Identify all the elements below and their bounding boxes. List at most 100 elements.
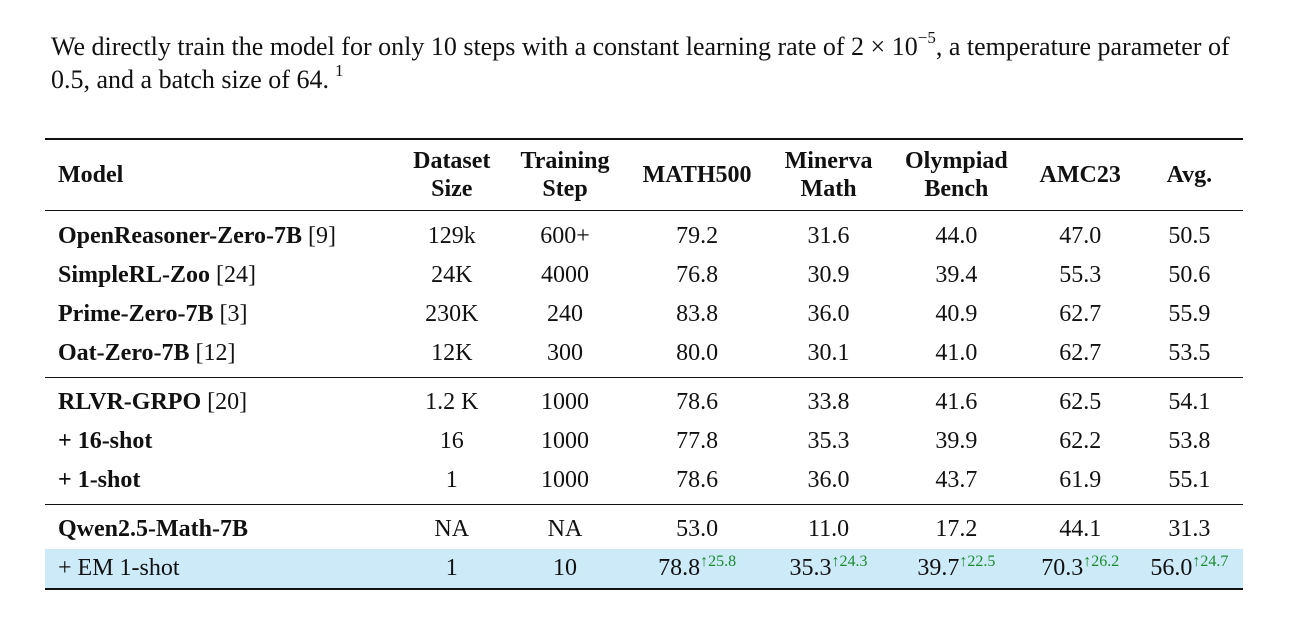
cell-math500: 80.0: [625, 334, 770, 378]
table-row: SimpleRL-Zoo [24] 24K 4000 76.8 30.9 39.4 55.3…: [45, 256, 1243, 295]
cell-math500: 83.8: [676, 301, 719, 327]
model-name-cell: + 1-shot: [45, 461, 399, 505]
cell-avg: 50.6: [1168, 262, 1211, 288]
cell-math500: 76.8: [676, 262, 719, 288]
header-amc23: AMC23: [1024, 138, 1136, 211]
results-table: Model Dataset Size Training Step MATH500 M…: [45, 138, 1243, 590]
highlight-row: + EM 1-shot 1 10 78.8↑25.8 35.3↑24.3 39.7↑22.…: [45, 549, 1243, 590]
cell-avg: 55.9: [1168, 301, 1211, 327]
cell-amc23: 55.3: [1059, 262, 1102, 288]
gain-badge: ↑22.5: [959, 553, 996, 570]
cell-size: 1: [398, 461, 505, 505]
cell-size: 129k: [427, 223, 476, 249]
model-name-cell: RLVR-GRPO [20]: [58, 389, 248, 415]
cell-step: 10: [504, 549, 626, 590]
cell-step: 600+: [540, 223, 590, 249]
model-name-cell: Prime-Zero-7B [3]: [58, 301, 248, 327]
header-olympiad-bench: Olympiad Bench: [888, 138, 1025, 211]
table-row: Qwen2.5-Math-7B NA NA 53.0 11.0 17.2 44.1 31.3: [45, 505, 1243, 550]
cell-math500: 53.0: [676, 516, 719, 542]
table-row: RLVR-GRPO [20] 1.2 K 1000 78.6 33.8 41.6 62.5 5…: [45, 378, 1243, 423]
header-model: Model: [45, 138, 399, 211]
table-row: + 16-shot 16 1000 77.8 35.3 39.9 62.2 53.8: [45, 422, 1243, 461]
footnote-mark[interactable]: 1: [334, 61, 344, 80]
cell-math500: 78.6: [625, 461, 770, 505]
cell-avg: 53.5: [1135, 334, 1243, 378]
cell-olympiad: 39.9: [935, 428, 978, 454]
model-name-cell: + EM 1-shot: [45, 549, 399, 590]
cell-avg: 31.3: [1168, 516, 1211, 542]
cell-amc23: 62.2: [1059, 428, 1102, 454]
cell-olympiad: 41.0: [888, 334, 1025, 378]
cell-step: NA: [547, 516, 583, 542]
cell-minerva: 35.3: [807, 428, 850, 454]
gain-badge: ↑24.7: [1192, 553, 1229, 570]
cell-amc23: 61.9: [1024, 461, 1136, 505]
cell-size: 1: [398, 549, 505, 590]
cell-olympiad: 44.0: [935, 223, 978, 249]
cell-minerva: 30.9: [807, 262, 850, 288]
cell-step: 4000: [541, 262, 590, 288]
cell-step: 300: [504, 334, 626, 378]
cell-minerva: 33.8: [807, 389, 850, 415]
cell-minerva: 31.6: [807, 223, 850, 249]
cell-size: 1.2 K: [425, 389, 479, 415]
cell-minerva: 35.3↑24.3: [769, 549, 889, 590]
cell-olympiad: 40.9: [935, 301, 978, 327]
cell-avg: 54.1: [1168, 389, 1211, 415]
cell-amc23: 70.3↑26.2: [1024, 549, 1136, 590]
header-avg: Avg.: [1135, 138, 1243, 211]
cell-olympiad: 41.6: [935, 389, 978, 415]
citation-link[interactable]: [24]: [216, 262, 256, 288]
cell-size: 16: [439, 428, 464, 454]
gain-badge: ↑25.8: [700, 553, 737, 570]
cell-avg: 53.8: [1168, 428, 1211, 454]
cell-math500: 78.6: [676, 389, 719, 415]
cell-olympiad: 39.7↑22.5: [888, 549, 1025, 590]
cell-amc23: 62.7: [1024, 334, 1136, 378]
table-row: + 1-shot 1 1000 78.6 36.0 43.7 61.9 55.1: [45, 461, 1243, 505]
model-name-cell: Qwen2.5-Math-7B: [58, 516, 248, 542]
cell-step: 240: [547, 301, 584, 327]
cell-size: NA: [434, 516, 470, 542]
cell-amc23: 47.0: [1059, 223, 1102, 249]
model-name-cell: Oat-Zero-7B [12]: [45, 334, 399, 378]
cell-step: 1000: [541, 428, 590, 454]
paragraph-text: We directly train the model for only 10 …: [51, 32, 918, 61]
gain-badge: ↑24.3: [831, 553, 868, 570]
cell-math500: 78.8↑25.8: [625, 549, 770, 590]
cell-amc23: 62.7: [1059, 301, 1102, 327]
cell-math500: 77.8: [676, 428, 719, 454]
cell-avg: 55.1: [1135, 461, 1243, 505]
citation-link[interactable]: [3]: [219, 301, 248, 327]
cell-olympiad: 17.2: [935, 516, 978, 542]
model-name-cell: SimpleRL-Zoo [24]: [58, 262, 256, 288]
cell-avg: 50.5: [1168, 223, 1211, 249]
header-math500: MATH500: [625, 138, 770, 211]
cell-step: 1000: [541, 389, 590, 415]
cell-size: 12K: [398, 334, 505, 378]
intro-paragraph: We directly train the model for only 10 …: [51, 29, 1251, 99]
table-row: OpenReasoner-Zero-7B [9] 129k 600+ 79.2 31.6…: [45, 211, 1243, 257]
header-minerva-math: Minerva Math: [769, 138, 889, 211]
paragraph-text-end: , a temperature parameter of 0.5, and a …: [51, 32, 1230, 94]
cell-size: 230K: [425, 301, 479, 327]
cell-olympiad: 43.7: [888, 461, 1025, 505]
cell-minerva: 30.1: [769, 334, 889, 378]
cell-math500: 79.2: [676, 223, 719, 249]
cell-step: 1000: [504, 461, 626, 505]
table-header-row: Model Dataset Size Training Step MATH500 M…: [45, 138, 1243, 211]
model-name-cell: OpenReasoner-Zero-7B [9]: [58, 223, 336, 249]
cell-size: 24K: [431, 262, 473, 288]
citation-link[interactable]: [12]: [195, 340, 236, 366]
table-row: Oat-Zero-7B [12] 12K 300 80.0 30.1 41.0 62.7 53…: [45, 334, 1243, 378]
header-training-step: Training Step: [504, 138, 626, 211]
citation-link[interactable]: [9]: [307, 223, 336, 249]
citation-link[interactable]: [20]: [207, 389, 248, 415]
cell-minerva: 36.0: [769, 461, 889, 505]
gain-badge: ↑26.2: [1083, 553, 1120, 570]
cell-amc23: 62.5: [1059, 389, 1102, 415]
cell-avg: 56.0↑24.7: [1135, 549, 1243, 590]
cell-minerva: 11.0: [808, 516, 850, 542]
cell-amc23: 44.1: [1059, 516, 1102, 542]
